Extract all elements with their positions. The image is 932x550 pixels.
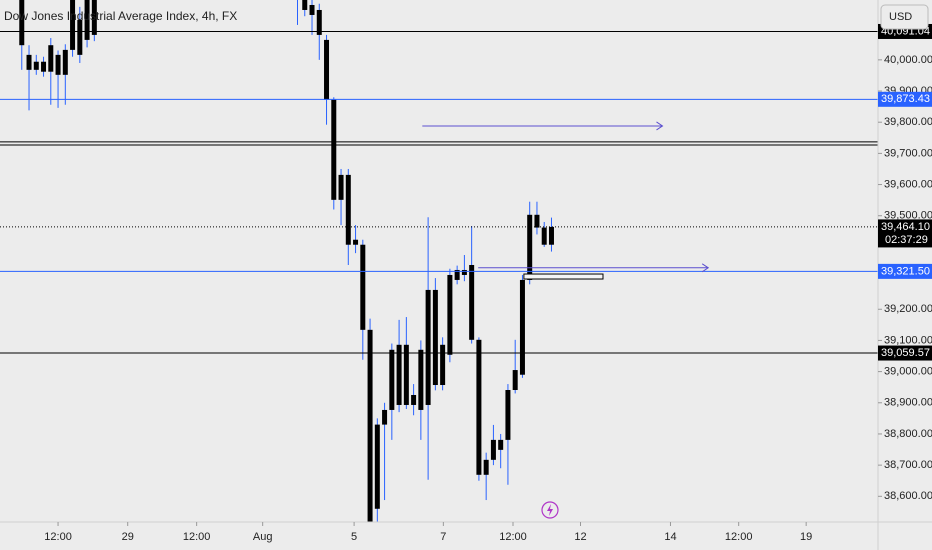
candle-body bbox=[411, 394, 417, 405]
candle-body bbox=[324, 39, 330, 100]
candle-body bbox=[33, 61, 39, 70]
candle-body bbox=[512, 370, 518, 390]
candle-body bbox=[461, 269, 467, 275]
candle-body bbox=[62, 49, 68, 75]
candle-body bbox=[345, 174, 351, 245]
y-tick-label: 38,700.00 bbox=[884, 459, 932, 471]
y-tick-label: 38,600.00 bbox=[884, 490, 932, 502]
candle-body bbox=[360, 244, 366, 330]
plot-area bbox=[0, 0, 878, 522]
candle-body bbox=[367, 329, 373, 522]
y-tick-label: 39,500.00 bbox=[884, 210, 932, 222]
x-tick-label: 12:00 bbox=[183, 531, 211, 543]
candle-body bbox=[389, 349, 395, 410]
countdown: 02:37:29 bbox=[885, 234, 928, 246]
candle-body bbox=[309, 4, 315, 15]
candle-body bbox=[19, 0, 25, 46]
x-tick-label: Aug bbox=[253, 531, 273, 543]
x-tick-label: 12 bbox=[574, 531, 586, 543]
candle-body bbox=[382, 409, 388, 425]
candle-body bbox=[26, 54, 32, 70]
candle-body bbox=[425, 289, 431, 405]
candle-body bbox=[374, 424, 380, 509]
chart-title: Dow Jones Industrial Average Index, 4h, … bbox=[4, 9, 237, 23]
candle-body bbox=[70, 0, 76, 50]
candle-body bbox=[418, 349, 424, 410]
currency[interactable]: USD bbox=[889, 11, 912, 23]
candle-body bbox=[519, 279, 525, 375]
candle-body bbox=[396, 344, 402, 405]
candle-body bbox=[48, 45, 54, 72]
candle-body bbox=[469, 264, 475, 340]
y-tick-label: 38,800.00 bbox=[884, 428, 932, 440]
event-icon[interactable] bbox=[541, 501, 559, 519]
price-label-box bbox=[878, 219, 932, 248]
price-label: 39,059.57 bbox=[881, 347, 930, 359]
candle-body bbox=[454, 269, 460, 280]
y-tick-label: 39,600.00 bbox=[884, 178, 932, 190]
zone-box bbox=[523, 273, 604, 280]
candle-body bbox=[55, 54, 61, 75]
price-label-box bbox=[878, 263, 932, 279]
price-label: 39,321.50 bbox=[881, 265, 930, 277]
y-tick-label: 39,000.00 bbox=[884, 366, 932, 378]
price-label-box bbox=[878, 91, 932, 107]
price-label: 39,873.43 bbox=[881, 93, 930, 105]
price-label: 39,464.10 bbox=[881, 221, 930, 233]
candle-body bbox=[91, 0, 97, 35]
candle-body bbox=[338, 174, 344, 200]
candle-body bbox=[483, 459, 489, 475]
candle-body bbox=[447, 274, 453, 355]
candle-body bbox=[77, 19, 83, 55]
candle-body bbox=[432, 289, 438, 386]
candle-body bbox=[41, 61, 47, 72]
candle-body bbox=[440, 344, 446, 386]
x-tick-label: 12:00 bbox=[44, 531, 72, 543]
candle-body bbox=[84, 0, 90, 40]
candle-body bbox=[476, 339, 482, 475]
arrow-head bbox=[656, 121, 664, 131]
candle-body bbox=[534, 214, 540, 228]
x-tick-label: 12:00 bbox=[725, 531, 753, 543]
x-tick-label: 29 bbox=[122, 531, 134, 543]
candle-body bbox=[353, 239, 359, 245]
x-tick-label: 19 bbox=[800, 531, 812, 543]
candle-body bbox=[302, 0, 308, 10]
x-tick-label: 12:00 bbox=[499, 531, 527, 543]
candle-body bbox=[527, 214, 533, 280]
x-tick-label: 5 bbox=[351, 531, 357, 543]
candle-body bbox=[403, 344, 409, 405]
candle-body bbox=[505, 390, 511, 440]
y-tick-label: 39,200.00 bbox=[884, 303, 932, 315]
y-tick-label: 39,100.00 bbox=[884, 334, 932, 346]
candle-body bbox=[316, 9, 322, 35]
candle-body bbox=[548, 226, 554, 245]
candle-body bbox=[498, 439, 504, 450]
x-tick-label: 14 bbox=[664, 531, 676, 543]
y-tick-label: 39,700.00 bbox=[884, 147, 932, 159]
x-tick-label: 7 bbox=[440, 531, 446, 543]
price-label-box bbox=[878, 345, 932, 361]
candle-body bbox=[541, 227, 547, 245]
currency-button[interactable] bbox=[880, 4, 929, 30]
y-tick-label: 39,800.00 bbox=[884, 116, 932, 128]
y-tick-label: 40,000.00 bbox=[884, 54, 932, 66]
candle-body bbox=[490, 439, 496, 460]
candle-body bbox=[331, 99, 337, 200]
y-tick-label: 38,900.00 bbox=[884, 397, 932, 409]
arrow-head bbox=[701, 263, 710, 273]
